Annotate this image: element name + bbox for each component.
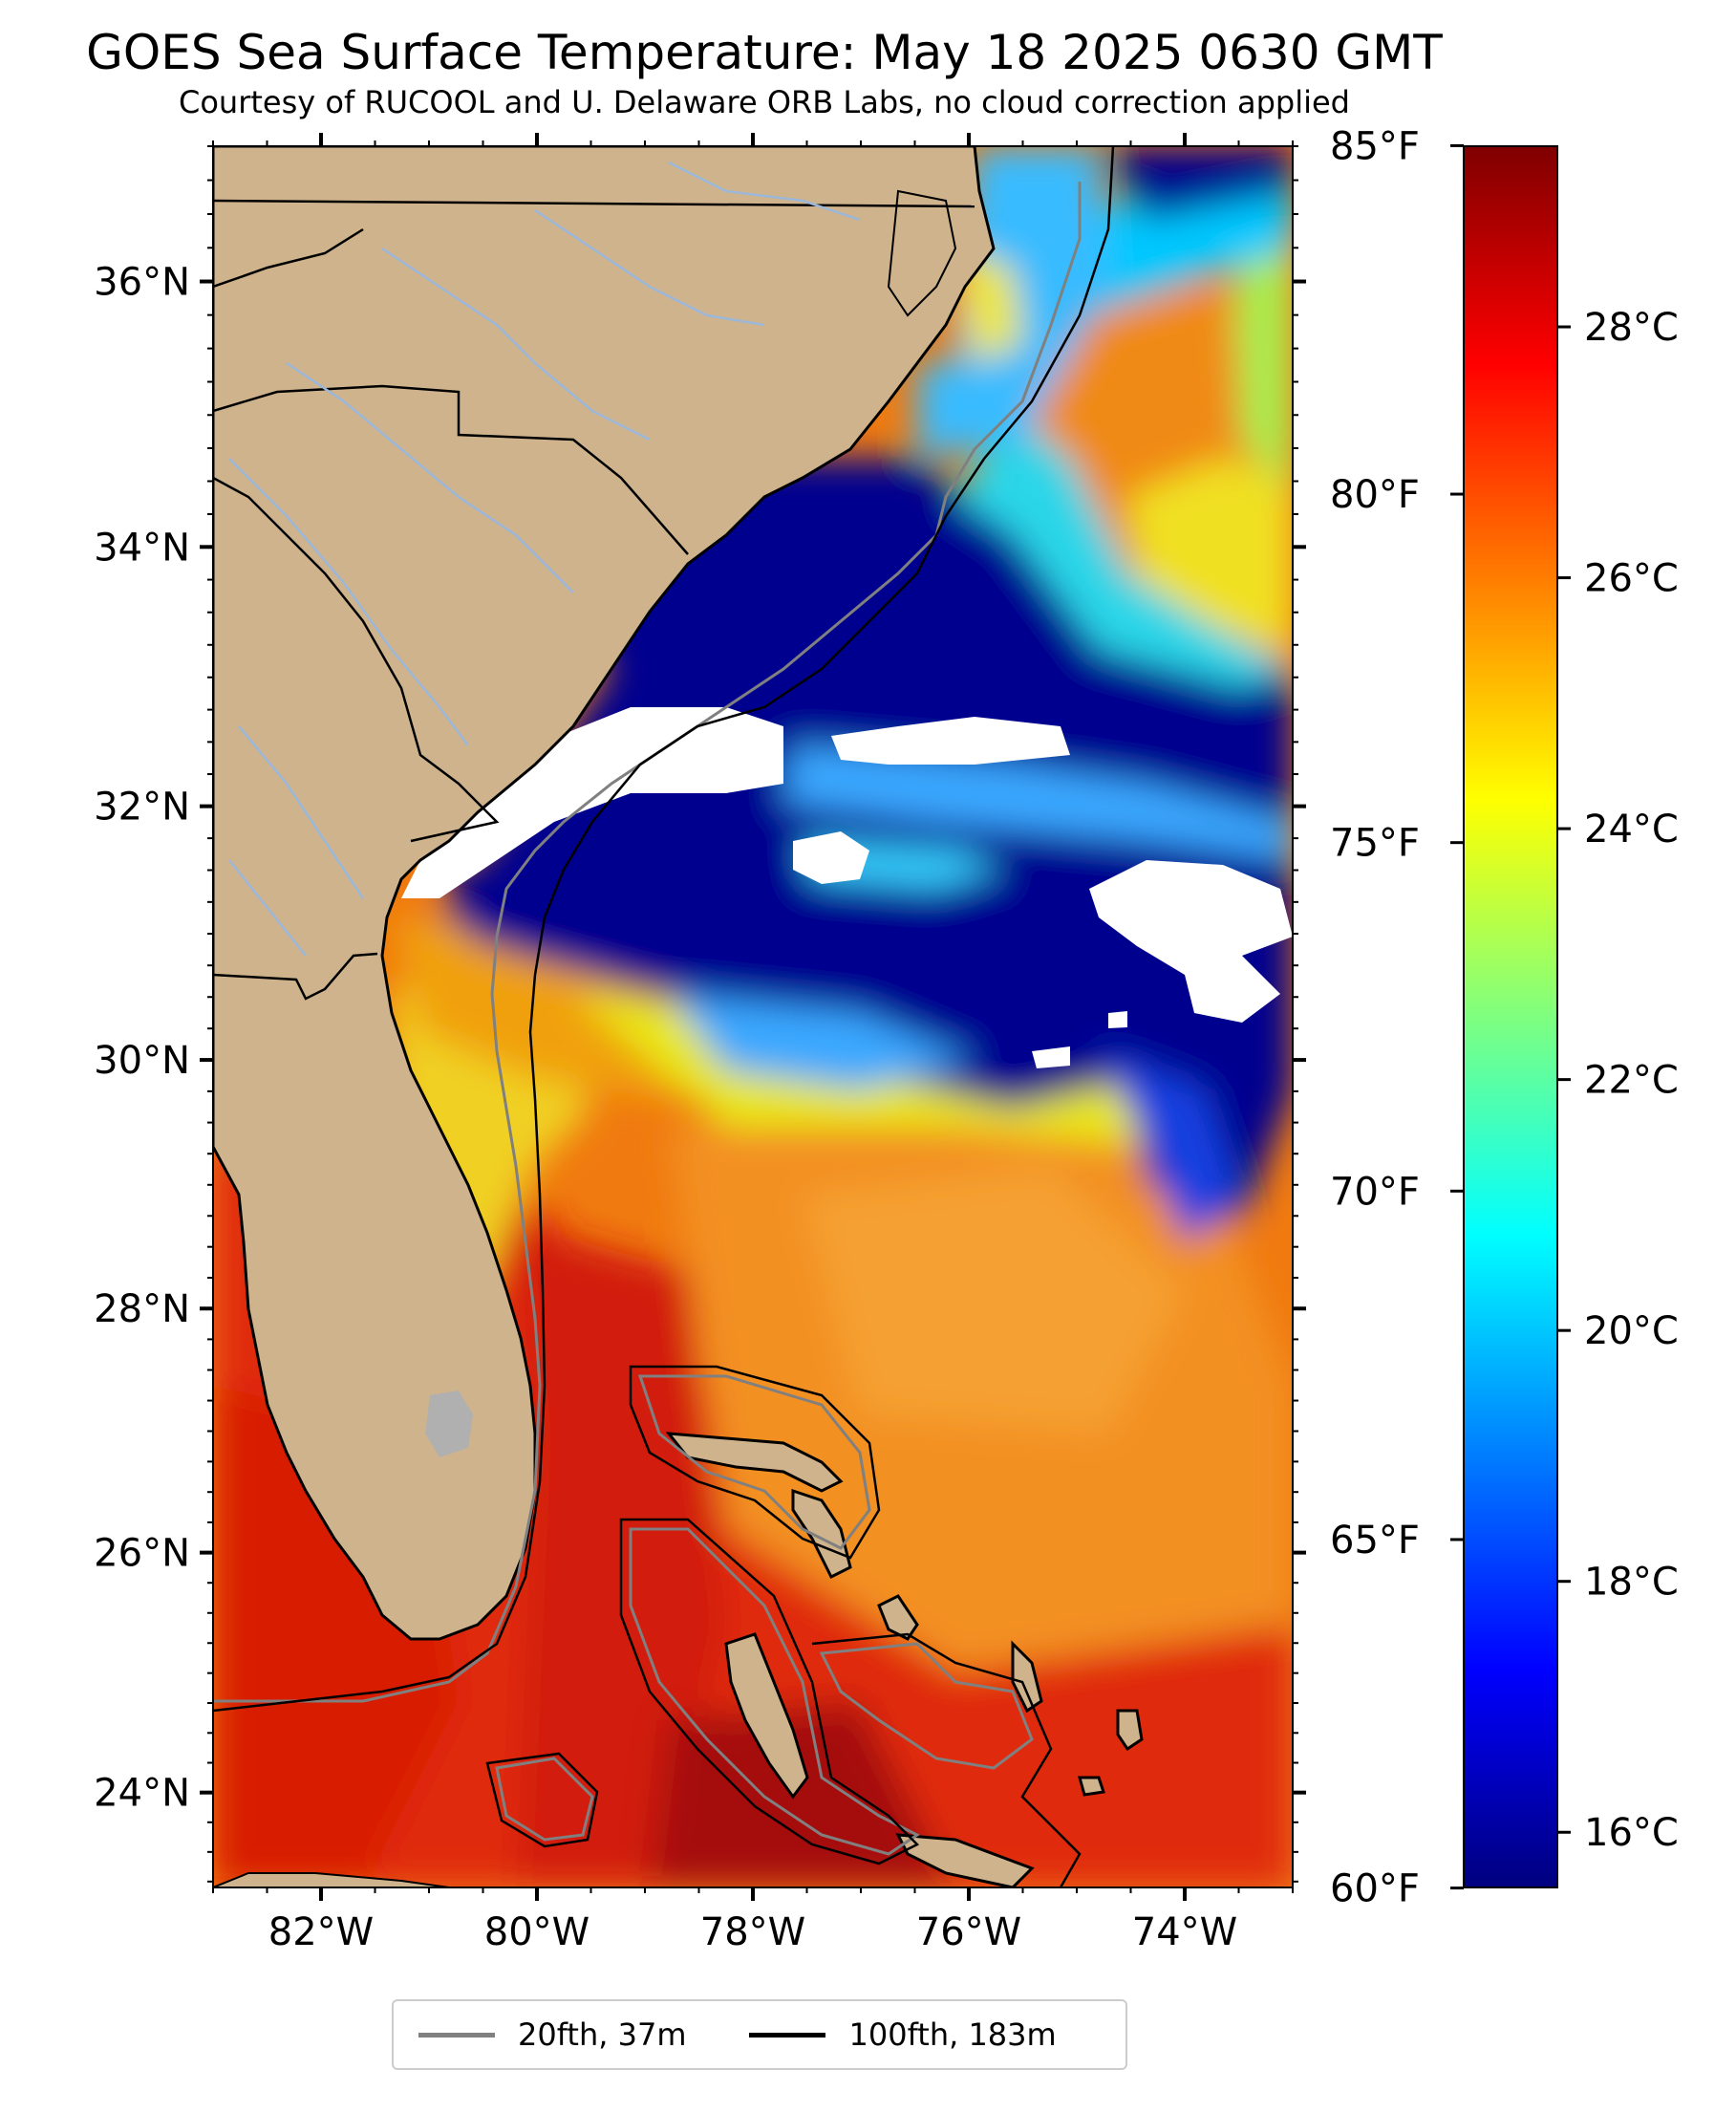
cloud-mask bbox=[1108, 1011, 1127, 1028]
colorbar-fahrenheit-label: 70°F bbox=[1330, 1170, 1420, 1214]
cloud-mask bbox=[401, 707, 783, 898]
lon-tick-label: 80°W bbox=[484, 1910, 589, 1954]
border-sc-ga bbox=[213, 476, 500, 843]
colorbar bbox=[1463, 145, 1558, 1888]
colorbar-fahrenheit-label: 65°F bbox=[1330, 1519, 1420, 1563]
colorbar-fahrenheit-label: 60°F bbox=[1330, 1867, 1420, 1911]
border-tn bbox=[213, 227, 364, 289]
colorbar-celsius-label: 26°C bbox=[1584, 557, 1679, 601]
lon-tick-label: 78°W bbox=[700, 1910, 805, 1954]
lat-tick-label: 32°N bbox=[94, 786, 190, 830]
isobath-20fth bbox=[213, 182, 1082, 1856]
border-ga-fl bbox=[213, 952, 378, 1001]
colorbar-celsius-label: 24°C bbox=[1584, 808, 1679, 852]
lat-tick-label: 28°N bbox=[94, 1287, 190, 1331]
lat-tick-label: 26°N bbox=[94, 1532, 190, 1576]
legend-swatch-100fth bbox=[749, 2032, 826, 2038]
lon-tick-label: 74°W bbox=[1132, 1910, 1237, 1954]
land-cuba bbox=[213, 1872, 450, 1887]
colorbar-celsius-label: 28°C bbox=[1584, 306, 1679, 350]
colorbar-celsius-label: 16°C bbox=[1584, 1811, 1679, 1855]
map-title: GOES Sea Surface Temperature: May 18 202… bbox=[86, 25, 1443, 80]
cloud-mask bbox=[831, 717, 1070, 765]
rivers bbox=[228, 161, 861, 957]
lon-tick-label: 76°W bbox=[916, 1910, 1021, 1954]
lake-okeechobee bbox=[425, 1391, 473, 1457]
lat-tick-label: 34°N bbox=[94, 526, 190, 570]
land-us-southeast bbox=[213, 146, 996, 1641]
colorbar-fahrenheit-label: 80°F bbox=[1330, 473, 1420, 517]
legend-item-100fth: 100fth, 183m bbox=[749, 2016, 1057, 2053]
lat-tick-label: 24°N bbox=[94, 1772, 190, 1816]
border-nc-sc bbox=[213, 384, 689, 555]
land-outer-banks bbox=[887, 189, 957, 317]
colorbar-fahrenheit-label: 75°F bbox=[1330, 822, 1420, 866]
cloud-mask bbox=[1089, 860, 1293, 1023]
legend-item-20fth: 20fth, 37m bbox=[418, 2016, 686, 2053]
land-bahamas bbox=[665, 1432, 1144, 1887]
colorbar-celsius-axis: 16°C 18°C 20°C 22°C 24°C 26°C 28°C bbox=[1557, 306, 1679, 1855]
colorbar-celsius-label: 20°C bbox=[1584, 1309, 1679, 1353]
isobath-legend: 20fth, 37m 100fth, 183m bbox=[392, 1999, 1127, 2070]
lon-tick-label: 82°W bbox=[268, 1910, 374, 1954]
sst-map bbox=[213, 146, 1293, 1887]
colorbar-fahrenheit-label: 85°F bbox=[1330, 124, 1420, 168]
lat-tick-label: 30°N bbox=[94, 1039, 190, 1083]
longitude-axis: 82°W 80°W 78°W 76°W 74°W bbox=[268, 1910, 1237, 1954]
cloud-mask bbox=[793, 831, 869, 884]
isobath-100fth bbox=[213, 146, 1115, 1887]
colorbar-fahrenheit-axis: 60°F 65°F 70°F 75°F 80°F 85°F bbox=[1330, 124, 1464, 1911]
lat-tick-label: 36°N bbox=[94, 261, 190, 305]
colorbar-celsius-label: 18°C bbox=[1584, 1561, 1679, 1605]
axis-ticks bbox=[200, 133, 1306, 1901]
border-va-nc bbox=[213, 199, 975, 208]
colorbar-celsius-label: 22°C bbox=[1584, 1059, 1679, 1103]
legend-swatch-20fth bbox=[418, 2032, 495, 2038]
latitude-axis: 36°N 34°N 32°N 30°N 28°N 26°N 24°N bbox=[94, 261, 190, 1816]
legend-label-100fth: 100fth, 183m bbox=[848, 2016, 1057, 2053]
map-subtitle: Courtesy of RUCOOL and U. Delaware ORB L… bbox=[179, 84, 1350, 120]
cloud-mask bbox=[1032, 1046, 1070, 1068]
legend-label-20fth: 20fth, 37m bbox=[518, 2016, 687, 2053]
